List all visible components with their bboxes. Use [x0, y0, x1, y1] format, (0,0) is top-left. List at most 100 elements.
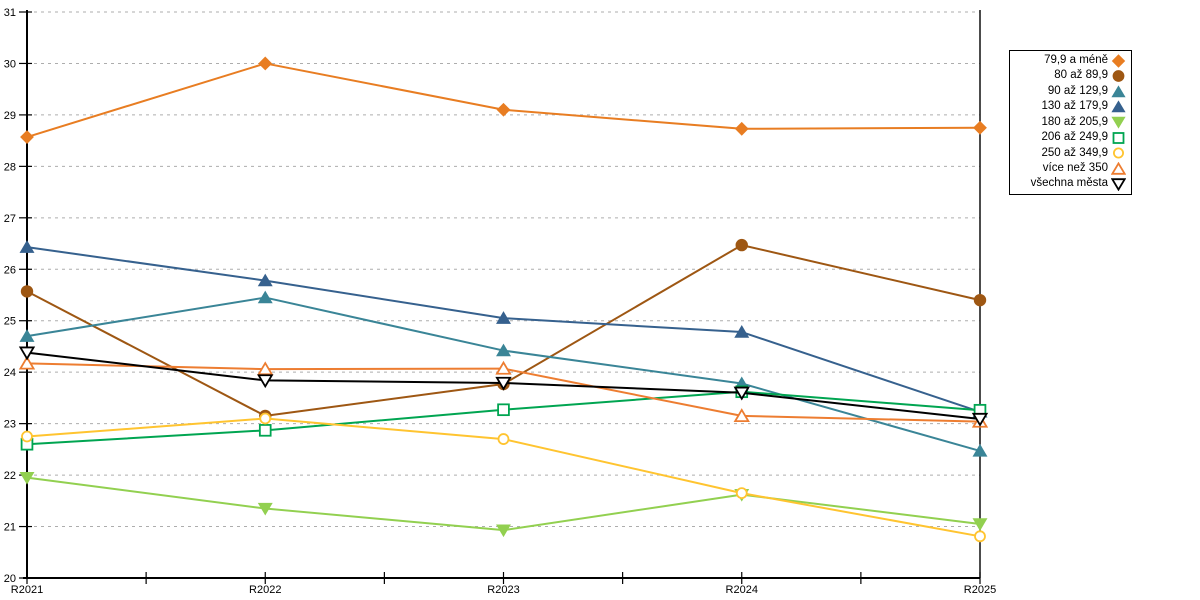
legend-marker: [1111, 178, 1126, 192]
x-axis-ticks: R2021 R2022 R2023 R2024 R2025: [11, 572, 996, 596]
legend-item-label: 90 až 129,9: [1047, 84, 1108, 97]
legend-item-label: všechna města: [1030, 177, 1108, 190]
triangle-up-marker-icon: [257, 361, 274, 376]
diamond-marker-icon: [734, 121, 749, 136]
triangle-down-marker-icon: [733, 386, 750, 401]
triangle-up-marker-icon: [1111, 100, 1126, 113]
triangle-up-marker-icon: [18, 355, 36, 370]
legend-item-label: 180 až 205,9: [1041, 115, 1108, 128]
triangle-up-marker-icon: [257, 273, 273, 287]
square-marker-icon: [497, 403, 510, 417]
legend-item: všechna města: [1012, 177, 1126, 192]
y-tick-label: 27: [4, 213, 16, 225]
legend-marker: [1112, 70, 1125, 83]
legend-item-label: více než 350: [1042, 162, 1108, 175]
legend-item: 90 až 129,9: [1012, 85, 1126, 99]
diamond-marker-icon: [20, 130, 34, 144]
legend-marker: [1112, 132, 1125, 144]
legend-item: 130 až 179,9: [1012, 100, 1126, 114]
circle-marker-icon: [497, 433, 510, 445]
y-tick-label: 29: [4, 110, 16, 122]
x-tick-label: R2023: [487, 584, 519, 596]
chart-legend: 79,9 a méně 80 až 89,9 90 až 129,9 130 až 1…: [1009, 50, 1132, 195]
triangle-up-marker-icon: [19, 240, 35, 253]
y-tick-label: 31: [4, 7, 16, 19]
triangle-up-marker-icon: [1111, 161, 1126, 175]
legend-item-label: 250 až 349,9: [1041, 146, 1108, 159]
square-marker-icon: [1112, 132, 1125, 144]
series-v-ce-ne-350: [18, 355, 989, 428]
triangle-down-marker-icon: [496, 524, 511, 538]
y-tick-label: 24: [4, 367, 16, 379]
square-marker-icon: [258, 424, 272, 437]
series-line: [26, 62, 981, 138]
legend-marker: [1111, 100, 1126, 113]
circle-marker-icon: [1113, 147, 1124, 159]
y-tick-label: 28: [4, 161, 16, 173]
triangle-up-marker-icon: [257, 290, 273, 304]
legend-marker: [1111, 161, 1126, 175]
y-tick-label: 23: [4, 419, 16, 431]
legend-item: 250 až 349,9: [1012, 146, 1126, 160]
y-tick-label: 26: [4, 264, 16, 276]
legend-item: 80 až 89,9: [1012, 69, 1126, 83]
circle-marker-icon: [1112, 70, 1125, 83]
legend-item: více než 350: [1012, 161, 1126, 176]
triangle-down-marker-icon: [971, 412, 989, 427]
x-tick-label: R2024: [726, 584, 758, 596]
y-tick-label: 20: [4, 573, 16, 585]
circle-marker-icon: [21, 430, 33, 443]
circle-marker-icon: [20, 285, 34, 298]
triangle-down-marker-icon: [495, 376, 512, 391]
triangle-up-marker-icon: [496, 343, 511, 357]
triangle-up-marker-icon: [734, 325, 750, 338]
legend-item: 79,9 a méně: [1012, 54, 1126, 68]
circle-marker-icon: [973, 293, 987, 307]
triangle-up-marker-icon: [1111, 85, 1126, 97]
triangle-up-marker-icon: [496, 311, 511, 324]
legend-marker: [1111, 54, 1126, 68]
legend-item: 180 až 205,9: [1012, 115, 1126, 130]
legend-item-label: 79,9 a méně: [1044, 53, 1108, 66]
legend-marker: [1111, 85, 1126, 97]
triangle-up-marker-icon: [495, 360, 512, 375]
y-tick-label: 30: [4, 58, 16, 70]
legend-item-label: 206 až 249,9: [1041, 131, 1108, 144]
x-tick-label: R2025: [964, 584, 996, 596]
series-250-a-349-9: [21, 412, 986, 543]
series-line: [26, 476, 981, 532]
triangle-up-marker-icon: [972, 443, 988, 457]
diamond-marker-icon: [973, 120, 987, 135]
diamond-marker-icon: [496, 102, 511, 117]
axes: [23, 10, 981, 579]
gridlines: [27, 11, 980, 528]
triangle-down-marker-icon: [1111, 117, 1126, 130]
triangle-up-marker-icon: [733, 408, 750, 423]
legend-item: 206 až 249,9: [1012, 131, 1126, 145]
circle-marker-icon: [259, 412, 272, 425]
legend-item-label: 130 až 179,9: [1041, 100, 1108, 113]
y-tick-label: 25: [4, 316, 16, 328]
y-tick-label: 21: [4, 522, 16, 534]
triangle-up-marker-icon: [19, 329, 35, 342]
circle-marker-icon: [735, 487, 748, 500]
circle-marker-icon: [735, 238, 748, 252]
triangle-down-marker-icon: [19, 471, 35, 485]
diamond-marker-icon: [1111, 54, 1126, 68]
y-tick-label: 22: [4, 470, 16, 482]
series-v-echna-m-sta: [18, 346, 989, 427]
triangle-down-marker-icon: [1111, 178, 1126, 192]
legend-item-label: 80 až 89,9: [1054, 69, 1108, 82]
diamond-marker-icon: [258, 56, 273, 71]
legend-marker: [1111, 117, 1126, 130]
x-tick-label: R2021: [11, 584, 43, 596]
triangle-down-marker-icon: [257, 374, 274, 389]
legend-marker: [1113, 147, 1124, 159]
series-79-9-a-m-n-: [20, 56, 987, 144]
triangle-down-marker-icon: [257, 502, 273, 516]
triangle-down-marker-icon: [18, 346, 36, 361]
circle-marker-icon: [974, 530, 986, 543]
